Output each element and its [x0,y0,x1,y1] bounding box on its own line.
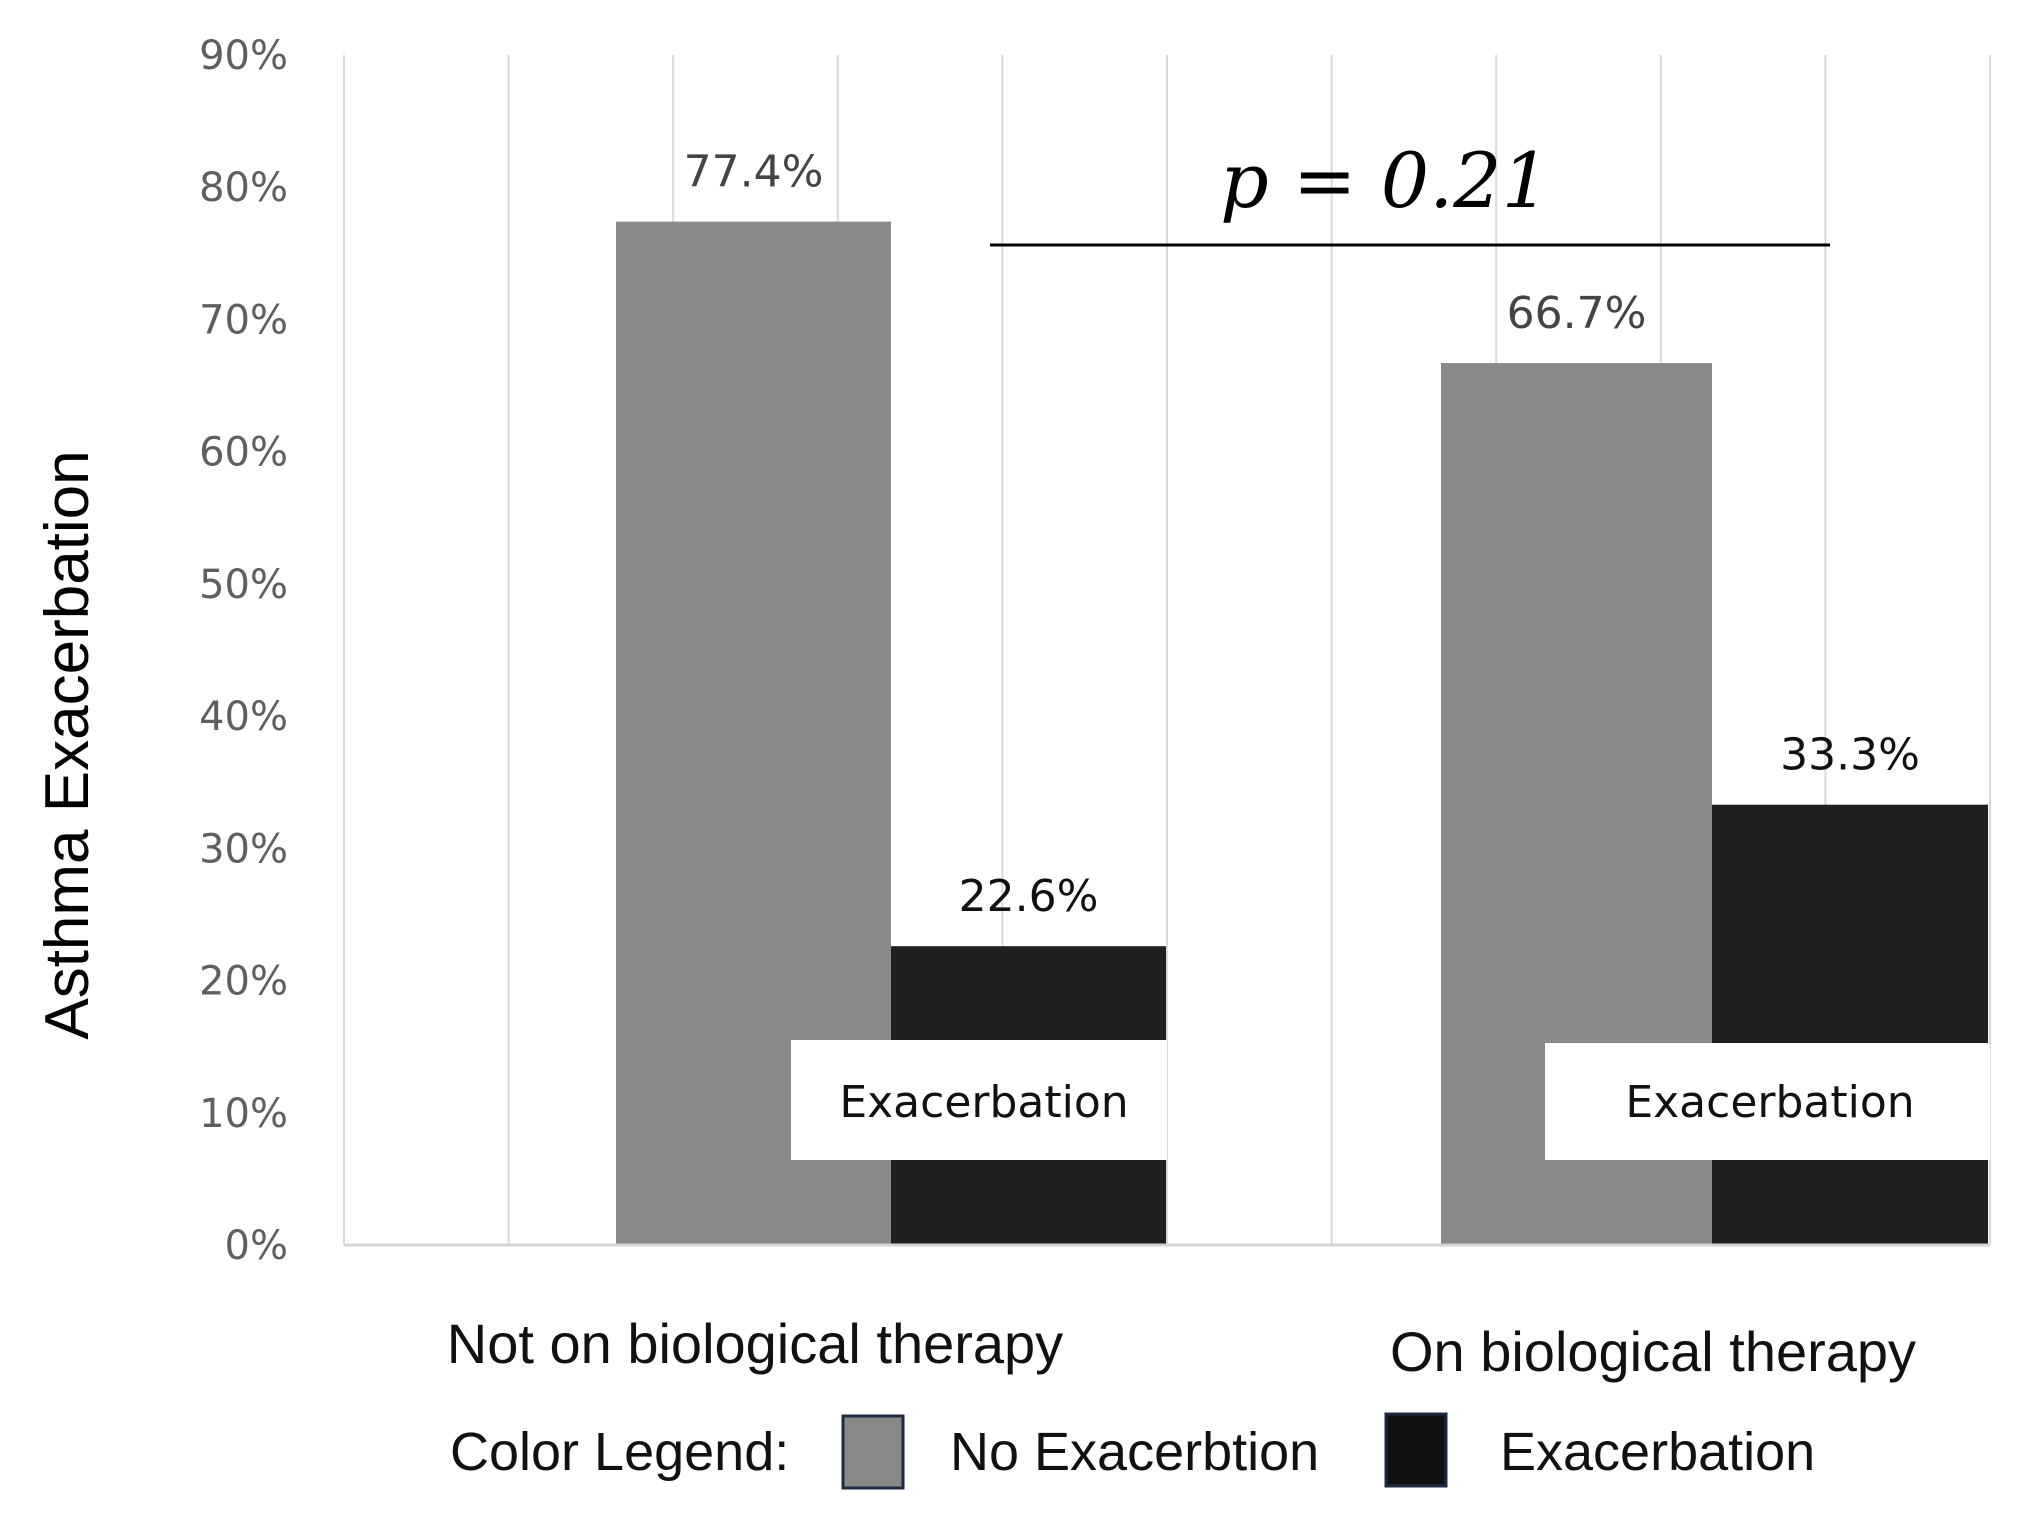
y-tick-label: 50% [199,562,288,608]
y-tick-label: 90% [199,33,288,79]
legend: Color Legend: No Exacerbtion Exacerbatio… [450,1412,1815,1490]
legend-swatch-no-exacerbation [841,1414,905,1490]
y-tick-label: 70% [199,297,288,343]
overlay-label-text: Exacerbation [839,1077,1128,1128]
legend-title: Color Legend: [450,1422,789,1482]
bar-data-labels: 77.4% 22.6% 66.7% 33.3% [684,147,1920,923]
significance-annotation: p = 0.21 [990,136,1830,247]
legend-label-no-exacerbation: No Exacerbtion [950,1422,1319,1482]
y-tick-label: 0% [225,1223,288,1269]
legend-swatch-exacerbation [1384,1412,1448,1488]
overlay-label-text: Exacerbation [1625,1077,1914,1128]
y-tick-label: 10% [199,1091,288,1137]
y-tick-label: 20% [199,959,288,1005]
category-label-on-biological: On biological therapy [1390,1320,1916,1383]
overlay-label-box [1545,1043,1990,1160]
p-value-text: p = 0.21 [1220,136,1550,225]
bar-value-label: 33.3% [1780,730,1920,781]
overlay-label-box [791,1040,1167,1160]
bar-value-label: 77.4% [684,147,824,198]
bar-value-label: 22.6% [959,871,1099,922]
y-tick-label: 30% [199,826,288,872]
bar-exacerbation-2 [1712,804,1988,1245]
y-axis-ticks: 0% 10% 20% 30% 40% 50% 60% 70% 80% 90% [199,33,288,1269]
y-axis-label: Asthma Exacerbation [33,450,102,1039]
overlay-label-1: Exacerbation [791,1040,1167,1160]
bar-value-label: 66.7% [1507,288,1647,339]
category-label-not-on-biological: Not on biological therapy [447,1312,1063,1375]
y-tick-label: 60% [199,430,288,476]
y-tick-label: 40% [199,694,288,740]
overlay-label-2: Exacerbation [1545,1043,1990,1160]
legend-label-exacerbation: Exacerbation [1500,1422,1815,1482]
y-tick-label: 80% [199,165,288,211]
